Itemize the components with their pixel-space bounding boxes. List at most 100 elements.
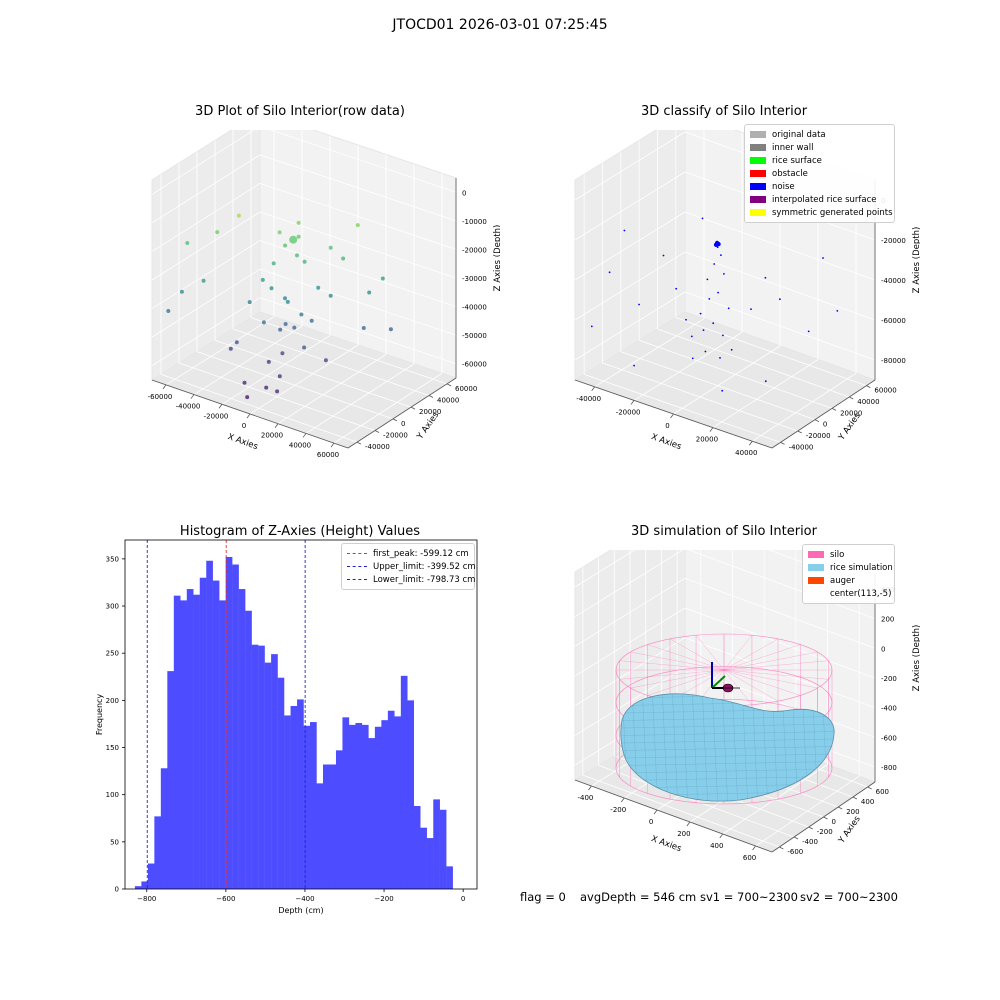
p1-x-tick	[162, 384, 167, 390]
p1-point	[367, 290, 372, 295]
p4-y-tick-label: -600	[787, 848, 803, 856]
p2-point	[675, 287, 678, 290]
p1-point	[264, 385, 269, 390]
p4-silo-spoke	[723, 669, 801, 696]
p1-point	[328, 245, 333, 250]
panel4-title: 3D simulation of Silo Interior	[631, 524, 817, 539]
p4-rice-surface	[620, 693, 835, 802]
p2-y-tick-label: 0	[823, 421, 827, 429]
p2-point	[721, 389, 724, 392]
p4-rice-mesh	[621, 708, 835, 714]
p1-point	[278, 327, 283, 332]
p1-y-tick	[446, 383, 452, 387]
legend-item: interpolated rice surface	[750, 193, 889, 206]
p3-x-tick-label: 0	[461, 895, 465, 903]
p2-gridline	[574, 251, 876, 321]
p1-gridline	[151, 297, 457, 367]
p4-y-tick	[823, 816, 828, 820]
p1-point	[266, 359, 271, 364]
p1-gridline	[178, 362, 376, 431]
p1-z-tick-label: -10000	[462, 218, 487, 226]
p1-point	[277, 374, 282, 379]
legend-label: silo	[830, 549, 845, 560]
legend-swatch	[808, 551, 824, 558]
p1-x-tick	[274, 423, 279, 428]
p3-bar	[374, 726, 382, 889]
p2-point	[623, 229, 626, 232]
legend-label: interpolated rice surface	[772, 194, 877, 205]
p1-gridline	[232, 328, 430, 396]
p1-point	[285, 299, 290, 304]
p3-bar	[186, 589, 194, 889]
legend-line	[347, 553, 367, 554]
p3-bar	[147, 863, 155, 889]
p4-rice-mesh	[741, 693, 749, 802]
panel4-simulation3d: -400-2000200400600-600-400-2000200400600…	[573, 550, 920, 862]
p1-point	[283, 296, 287, 301]
p1-point	[302, 345, 307, 350]
p1-y-tick	[356, 441, 362, 445]
p3-bar	[348, 724, 356, 889]
p1-z-tick-label: -60000	[462, 361, 487, 369]
legend-label: rice simulation	[830, 562, 893, 573]
p4-rice-mesh	[731, 693, 739, 802]
p4-gridline	[582, 774, 780, 848]
legend-swatch	[808, 577, 824, 584]
p3-frame	[124, 539, 478, 890]
p1-point	[341, 256, 346, 261]
p1-gridline	[193, 325, 303, 395]
p2-y-tick	[780, 441, 785, 445]
legend-swatch	[750, 131, 766, 138]
panel1-title: 3D Plot of Silo Interior(row data)	[195, 104, 405, 119]
p3-bar	[219, 600, 226, 889]
p4-y-tick-label: -200	[817, 828, 833, 836]
p3-bar	[310, 722, 317, 889]
p4-x-tick-label: 600	[743, 854, 756, 862]
p3-y-tick-label: 0	[115, 886, 119, 894]
sv1-text: sv1 = 700~2300	[700, 890, 798, 904]
p4-y-tick-label: 0	[832, 818, 836, 826]
p2-point	[717, 291, 719, 294]
legend-label: rice surface	[772, 155, 822, 166]
p2-point	[608, 271, 611, 274]
legend-item: rice simulation	[808, 561, 893, 574]
p1-gridline	[221, 335, 331, 405]
legend-item: symmetric generated points	[750, 206, 893, 219]
p1-y-tick-label: 0	[401, 420, 405, 428]
p3-bar	[355, 722, 363, 889]
p1-point	[292, 325, 297, 330]
p4-rice-mesh	[711, 693, 719, 802]
p4-y-tick-label: -400	[802, 838, 818, 846]
p1-gridline	[160, 373, 358, 443]
p3-y-tick-label: 300	[106, 603, 119, 611]
p1-point	[296, 220, 301, 225]
p3-y-axis-label: Frequency	[95, 694, 104, 736]
p2-gridline	[657, 328, 850, 398]
p1-point	[269, 286, 274, 291]
p4-silo-spoke	[723, 638, 779, 671]
p4-x-tick-label: -400	[577, 794, 593, 802]
p2-z-tick-label: -20000	[881, 237, 906, 245]
p4-gridline	[574, 577, 876, 649]
p3-bar	[387, 710, 395, 889]
p2-point	[702, 329, 705, 331]
p2-x-axis-label: X Axies	[650, 432, 683, 452]
legend-item: first_peak: -599.12 cm	[347, 547, 469, 560]
p2-gridline	[712, 359, 819, 428]
p2-x-tick	[709, 427, 714, 432]
p3-bar	[225, 556, 233, 889]
p4-rice-mesh	[621, 738, 835, 744]
p1-z-tick-label: -20000	[462, 246, 487, 254]
p1-gridline	[214, 339, 412, 408]
p4-y-tick	[867, 786, 872, 790]
p1-point	[245, 395, 250, 400]
p1-point	[328, 293, 333, 298]
p4-silo-spoke	[619, 660, 725, 671]
p3-x-tick-label: −200	[374, 895, 393, 903]
p1-x-tick-label: 60000	[317, 451, 339, 459]
p2-z-tick-label: -60000	[881, 317, 906, 325]
panel2-legend: original data inner wall rice surface ob…	[744, 124, 895, 223]
p2-point	[764, 276, 767, 279]
p1-point	[179, 289, 184, 294]
p3-bar	[316, 783, 324, 889]
